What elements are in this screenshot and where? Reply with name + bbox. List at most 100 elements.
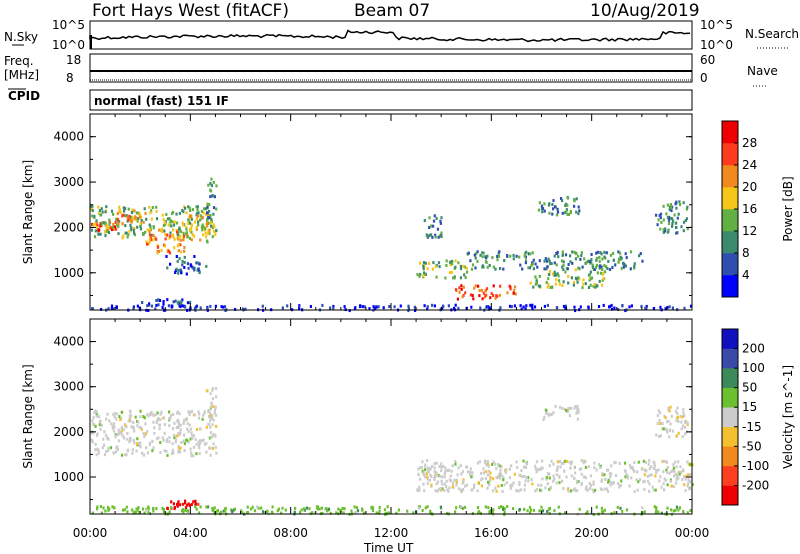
x-tick-label: 12:00 xyxy=(374,526,409,540)
velocity-band-3 xyxy=(542,404,580,422)
power-band-12 xyxy=(423,214,443,239)
power-colorbar-label: Power [dB] xyxy=(781,176,795,241)
power-ytick-label: 2000 xyxy=(53,220,84,234)
velocity-colorbar-swatch xyxy=(722,348,738,369)
x-tick-label: 20:00 xyxy=(574,526,609,540)
nsky-label: N.Sky xyxy=(4,30,38,44)
velocity-panel: 1000 2000 3000 4000 Slant Range [km] xyxy=(21,318,694,516)
velocity-band-0 xyxy=(90,409,218,458)
velocity-colorbar-tick: -50 xyxy=(742,439,762,453)
power-colorbar-swatch xyxy=(722,253,738,276)
power-colorbar-swatch xyxy=(722,209,738,232)
velocity-band-5 xyxy=(166,499,200,511)
velocity-ylabel: Slant Range [km] xyxy=(21,364,35,468)
velocity-colorbar-swatch xyxy=(722,387,738,408)
x-tick-label: 00:00 xyxy=(675,526,710,540)
power-band-13 xyxy=(655,200,689,235)
velocity-colorbar-swatch xyxy=(722,485,738,506)
power-band-9 xyxy=(466,250,644,272)
power-ylabel: Slant Range [km] xyxy=(21,160,35,264)
freq-tick-low: 8 xyxy=(66,71,74,85)
velocity-band-2 xyxy=(416,459,694,494)
chart-title: Fort Hays West (fitACF) xyxy=(92,1,289,21)
x-tick-label: 04:00 xyxy=(173,526,208,540)
nave-label: Nave xyxy=(747,64,778,78)
power-panel: 1000 2000 3000 4000 Slant Range [km] xyxy=(21,113,693,313)
power-colorbar-swatch xyxy=(722,143,738,166)
velocity-colorbar-swatch xyxy=(722,446,738,467)
velocity-colorbar-tick: 100 xyxy=(742,361,765,375)
power-ytick-label: 1000 xyxy=(53,266,84,280)
power-band-14 xyxy=(141,298,192,308)
velocity-ytick-label: 1000 xyxy=(53,470,84,484)
power-ytick-label: 3000 xyxy=(53,175,84,189)
power-band-11 xyxy=(537,196,581,217)
cpid-label: CPID xyxy=(8,89,40,103)
velocity-colorbar-swatch xyxy=(722,368,738,388)
velocity-ytick-label: 3000 xyxy=(53,380,84,394)
velocity-colorbar-swatch xyxy=(722,465,738,486)
power-colorbar-swatch xyxy=(722,275,738,298)
freq-strip-frame xyxy=(89,53,693,83)
date-label: 10/Aug/2019 xyxy=(590,1,700,21)
freq-label-1: Freq. xyxy=(4,54,34,68)
velocity-colorbar-tick: -15 xyxy=(742,420,762,434)
power-band-2 xyxy=(116,209,147,226)
power-ytick-label: 4000 xyxy=(53,130,84,144)
power-colorbar-tick: 4 xyxy=(742,268,750,282)
cpid-strip-frame xyxy=(89,89,693,111)
velocity-colorbar-tick: 15 xyxy=(742,400,757,414)
velocity-colorbar-tick: -100 xyxy=(742,459,769,473)
velocity-colorbar-swatch xyxy=(722,407,738,428)
noise-strip-frame xyxy=(89,20,693,50)
power-colorbar-swatch xyxy=(722,231,738,254)
freq-tick-high: 18 xyxy=(66,53,81,67)
velocity-colorbar-swatch xyxy=(722,426,738,447)
nave-tick-high: 60 xyxy=(700,53,715,67)
velocity-frame xyxy=(89,318,693,515)
power-colorbar-swatch xyxy=(722,165,738,188)
beam-label: Beam 07 xyxy=(354,1,430,21)
power-colorbar: 4 8 12 16 20 24 28 Power [dB] xyxy=(721,120,795,298)
x-axis-label: Time UT xyxy=(363,541,414,554)
power-colorbar-tick: 28 xyxy=(742,136,757,150)
power-colorbar-swatch xyxy=(722,187,738,210)
velocity-ytick-label: 2000 xyxy=(53,425,84,439)
nsearch-label: N.Search xyxy=(745,27,799,41)
velocity-band-4 xyxy=(655,405,689,439)
power-colorbar-swatch xyxy=(722,121,738,144)
velocity-colorbar-tick: -200 xyxy=(742,478,769,492)
velocity-colorbar: 200 100 50 15 -15 -50 -100 -200 Velocity [m s^-1… xyxy=(721,328,795,506)
velocity-colorbar-tick: 50 xyxy=(742,381,757,395)
power-band-5 xyxy=(206,177,218,221)
power-band-7 xyxy=(416,259,469,280)
noise-tick-high-right: 10^5 xyxy=(700,18,733,32)
noise-trace xyxy=(89,29,691,49)
power-colorbar-tick: 12 xyxy=(742,224,757,238)
freq-label-2: [MHz] xyxy=(4,68,39,82)
power-band-15 xyxy=(91,303,693,313)
noise-tick-low-left: 10^0 xyxy=(52,38,85,52)
velocity-ytick-label: 4000 xyxy=(53,335,84,349)
power-colorbar-tick: 8 xyxy=(742,246,750,260)
velocity-colorbar-swatch xyxy=(722,329,738,349)
noise-tick-low-right: 10^0 xyxy=(700,38,733,52)
power-band-10 xyxy=(529,268,607,290)
x-tick-label: 00:00 xyxy=(73,526,108,540)
x-axis: 00:00 04:00 08:00 12:00 16:00 20:00 00:00 xyxy=(73,526,710,540)
power-band-3 xyxy=(145,228,186,255)
power-colorbar-tick: 16 xyxy=(742,202,757,216)
velocity-colorbar-tick: 200 xyxy=(742,342,765,356)
power-colorbar-tick: 24 xyxy=(742,158,757,172)
noise-line xyxy=(89,29,691,43)
velocity-band-1 xyxy=(205,386,218,423)
nave-tick-low: 0 xyxy=(700,71,708,85)
velocity-colorbar-label: Velocity [m s^-1] xyxy=(781,365,795,469)
noise-tick-high-left: 10^5 xyxy=(52,18,85,32)
power-band-4 xyxy=(185,214,212,244)
cpid-value: normal (fast) 151 IF xyxy=(94,94,229,108)
power-colorbar-tick: 20 xyxy=(742,180,757,194)
power-band-8 xyxy=(454,284,517,301)
velocity-colorbar-frame xyxy=(721,328,739,506)
